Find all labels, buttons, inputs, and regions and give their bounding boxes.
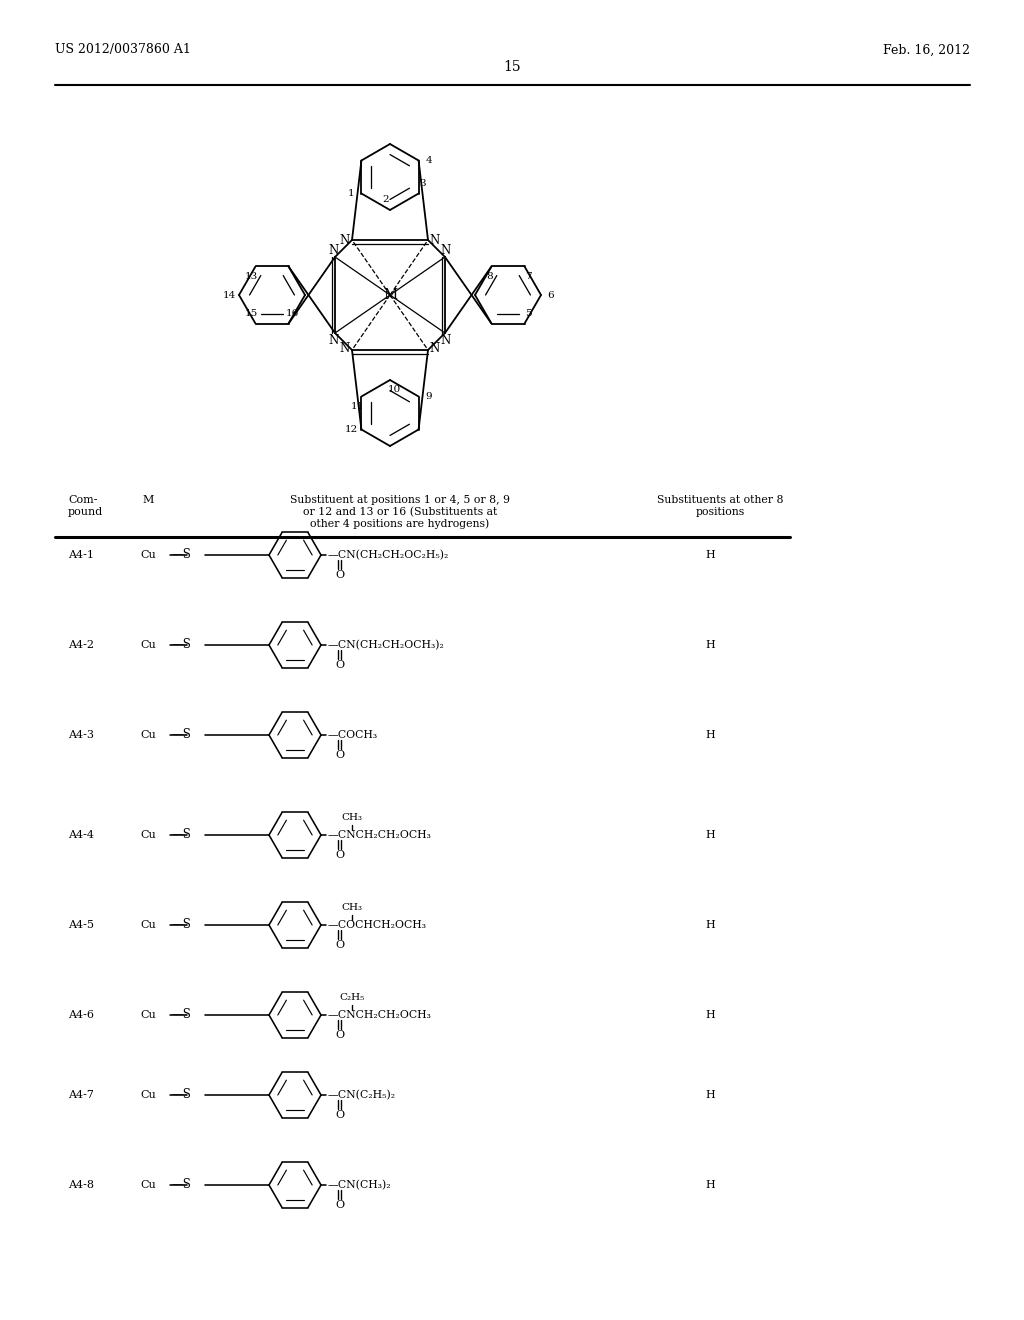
- Text: —CN(CH₂CH₂OC₂H₅)₂: —CN(CH₂CH₂OC₂H₅)₂: [328, 550, 450, 560]
- Text: A4-2: A4-2: [68, 640, 94, 649]
- Text: 4: 4: [425, 156, 432, 165]
- Text: Substituents at other 8
positions: Substituents at other 8 positions: [656, 495, 783, 516]
- Text: A4-7: A4-7: [68, 1090, 94, 1100]
- Text: O: O: [335, 1200, 344, 1210]
- Text: N: N: [441, 243, 452, 256]
- Text: O: O: [335, 850, 344, 861]
- Text: —S: —S: [171, 919, 191, 932]
- Text: N: N: [430, 342, 440, 355]
- Text: H: H: [706, 550, 715, 560]
- Text: CH₃: CH₃: [341, 813, 362, 821]
- Text: 15: 15: [245, 309, 258, 318]
- Text: N: N: [430, 235, 440, 248]
- Text: A4-3: A4-3: [68, 730, 94, 741]
- Text: Substituent at positions 1 or 4, 5 or 8, 9
or 12 and 13 or 16 (Substituents at
o: Substituent at positions 1 or 4, 5 or 8,…: [290, 495, 510, 529]
- Text: O: O: [335, 570, 344, 579]
- Text: 7: 7: [525, 272, 531, 281]
- Text: —COCH₃: —COCH₃: [328, 730, 378, 741]
- Text: H: H: [706, 1010, 715, 1020]
- Text: 14: 14: [222, 290, 236, 300]
- Text: N: N: [441, 334, 452, 346]
- Text: O: O: [335, 660, 344, 671]
- Text: O: O: [335, 1030, 344, 1040]
- Text: 11: 11: [351, 403, 365, 411]
- Text: Cu: Cu: [140, 730, 156, 741]
- Text: —CNCH₂CH₂OCH₃: —CNCH₂CH₂OCH₃: [328, 830, 432, 840]
- Text: H: H: [706, 730, 715, 741]
- Text: M: M: [383, 288, 397, 302]
- Text: O: O: [335, 1110, 344, 1119]
- Text: 13: 13: [245, 272, 258, 281]
- Text: —S: —S: [171, 1089, 191, 1101]
- Text: —S: —S: [171, 549, 191, 561]
- Text: Cu: Cu: [140, 1010, 156, 1020]
- Text: Com-
pound: Com- pound: [68, 495, 103, 516]
- Text: C₂H₅: C₂H₅: [339, 993, 365, 1002]
- Text: 12: 12: [345, 425, 358, 434]
- Text: —S: —S: [171, 639, 191, 652]
- Text: —CN(C₂H₅)₂: —CN(C₂H₅)₂: [328, 1090, 396, 1100]
- Text: O: O: [335, 750, 344, 760]
- Text: 9: 9: [425, 392, 432, 401]
- Text: O: O: [335, 940, 344, 950]
- Text: —CNCH₂CH₂OCH₃: —CNCH₂CH₂OCH₃: [328, 1010, 432, 1020]
- Text: US 2012/0037860 A1: US 2012/0037860 A1: [55, 44, 190, 57]
- Text: N: N: [329, 334, 339, 346]
- Text: H: H: [706, 920, 715, 931]
- Text: Cu: Cu: [140, 1180, 156, 1191]
- Text: 5: 5: [525, 309, 531, 318]
- Text: H: H: [706, 1180, 715, 1191]
- Text: A4-8: A4-8: [68, 1180, 94, 1191]
- Text: H: H: [706, 1090, 715, 1100]
- Text: CH₃: CH₃: [341, 903, 362, 912]
- Text: N: N: [340, 342, 350, 355]
- Text: 8: 8: [486, 272, 493, 281]
- Text: —CN(CH₃)₂: —CN(CH₃)₂: [328, 1180, 391, 1191]
- Text: 16: 16: [286, 309, 299, 318]
- Text: A4-5: A4-5: [68, 920, 94, 931]
- Text: N: N: [329, 243, 339, 256]
- Text: Cu: Cu: [140, 830, 156, 840]
- Text: Cu: Cu: [140, 920, 156, 931]
- Text: 10: 10: [387, 385, 400, 395]
- Text: 3: 3: [419, 180, 426, 187]
- Text: 1: 1: [348, 189, 354, 198]
- Text: 15: 15: [503, 59, 521, 74]
- Text: H: H: [706, 830, 715, 840]
- Text: —S: —S: [171, 829, 191, 842]
- Text: 2: 2: [383, 195, 389, 205]
- Text: Cu: Cu: [140, 640, 156, 649]
- Text: —S: —S: [171, 1008, 191, 1022]
- Text: —S: —S: [171, 729, 191, 742]
- Text: 6: 6: [548, 290, 554, 300]
- Text: N: N: [340, 235, 350, 248]
- Text: M: M: [142, 495, 154, 506]
- Text: —S: —S: [171, 1179, 191, 1192]
- Text: A4-6: A4-6: [68, 1010, 94, 1020]
- Text: H: H: [706, 640, 715, 649]
- Text: Cu: Cu: [140, 1090, 156, 1100]
- Text: —CN(CH₂CH₂OCH₃)₂: —CN(CH₂CH₂OCH₃)₂: [328, 640, 444, 651]
- Text: A4-1: A4-1: [68, 550, 94, 560]
- Text: Cu: Cu: [140, 550, 156, 560]
- Text: Feb. 16, 2012: Feb. 16, 2012: [883, 44, 970, 57]
- Text: A4-4: A4-4: [68, 830, 94, 840]
- Text: —COCHCH₂OCH₃: —COCHCH₂OCH₃: [328, 920, 427, 931]
